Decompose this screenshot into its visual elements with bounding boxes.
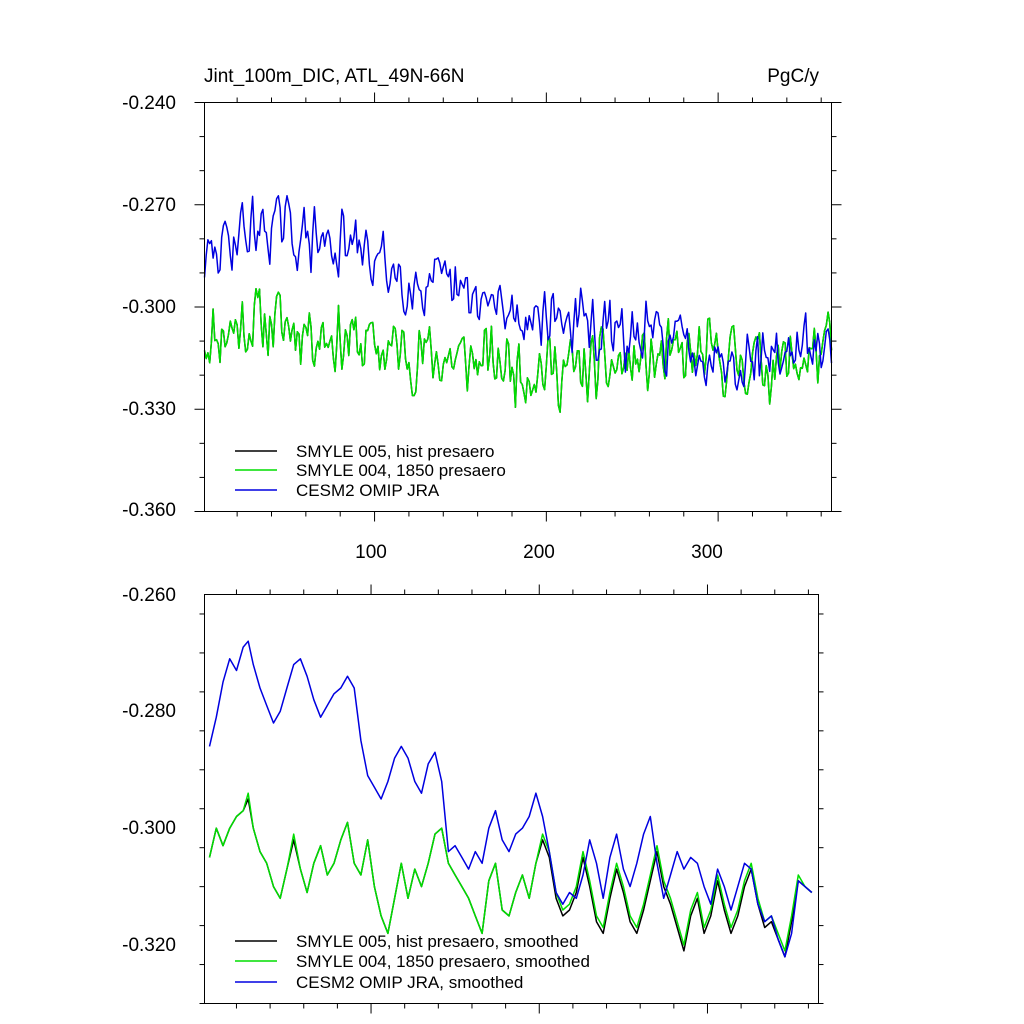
series-line-cesm2-omip-jra [203,195,833,391]
series-line-smyle-004-1850-presaero [203,287,833,413]
plot-frame [204,102,832,512]
y-tick-label: -0.300 [122,297,176,318]
legend-label-cesm2-smoothed: CESM2 OMIP JRA, smoothed [296,973,523,992]
legend-label-smyle004-smoothed: SMYLE 004, 1850 presaero, smoothed [296,952,590,971]
units-label: PgC/y [767,66,819,87]
bottom-panel: -0.320 -0.300 -0.280 -0.260 SMYLE 005, h… [122,584,824,1014]
panel-title: Jint_100m_DIC, ATL_49N-66N [204,66,465,87]
legend: SMYLE 005, hist presaero SMYLE 004, 1850… [235,442,506,500]
legend-label-smyle005-smoothed: SMYLE 005, hist presaero, smoothed [296,932,579,951]
legend-label-smyle004: SMYLE 004, 1850 presaero [296,461,506,480]
axis-ticks [199,584,824,1014]
legend-label-smyle005: SMYLE 005, hist presaero [296,442,494,461]
y-tick-label: -0.260 [122,585,176,606]
series-line-cesm2-omip-jra-smoothed [208,640,813,958]
x-tick-label: 100 [355,542,387,563]
y-tick-label: -0.360 [122,500,176,521]
y-tick-label: -0.330 [122,399,176,420]
y-tick-label: -0.240 [122,93,176,114]
legend-label-cesm2: CESM2 OMIP JRA [296,481,440,500]
y-tick-label: -0.270 [122,195,176,216]
y-tick-label: -0.300 [122,818,176,839]
top-panel: Jint_100m_DIC, ATL_49N-66N PgC/y -0.360 … [122,66,842,563]
axis-ticks [194,92,842,522]
x-tick-label: 200 [523,542,555,563]
plot-frame [204,594,819,1004]
y-tick-label: -0.280 [122,701,176,722]
series-group [203,195,833,413]
legend: SMYLE 005, hist presaero, smoothed SMYLE… [235,932,590,992]
x-tick-label: 300 [691,542,723,563]
y-tick-label: -0.320 [122,935,176,956]
series-line-smyle-004-1850-presaero-smoothed [208,792,813,952]
series-group [208,640,813,958]
